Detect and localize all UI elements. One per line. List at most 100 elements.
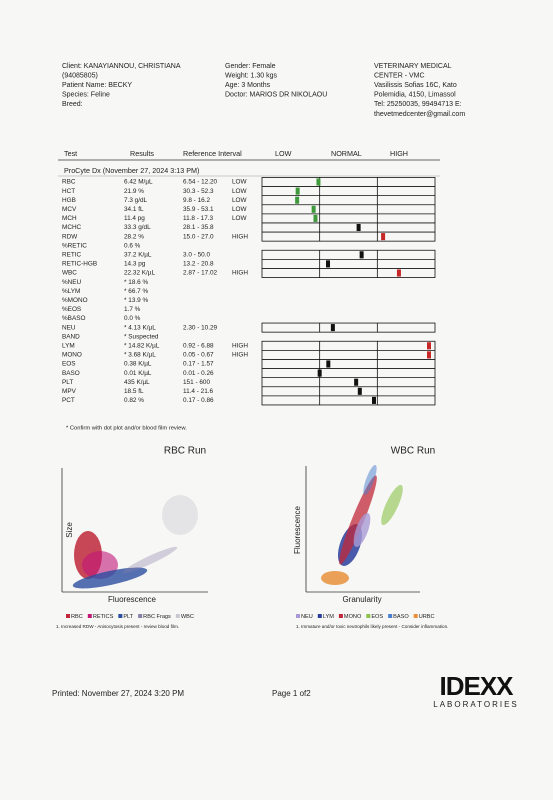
gauge-marker bbox=[396, 269, 401, 277]
plot-title: RBC Run bbox=[164, 446, 206, 457]
plot-note: 1. Immature and/or toxic neutrophils lik… bbox=[296, 624, 448, 629]
test-name: HGB bbox=[62, 197, 76, 204]
reference-interval: 0.17 - 0.86 bbox=[183, 397, 214, 404]
test-name: %BASO bbox=[62, 315, 85, 322]
test-name: %MONO bbox=[62, 297, 88, 304]
legend-swatch bbox=[413, 614, 418, 618]
legend-label: PLT bbox=[123, 614, 133, 620]
test-name: PCT bbox=[62, 397, 75, 404]
legend-swatch bbox=[118, 614, 123, 618]
reference-interval: 35.9 - 53.1 bbox=[183, 206, 214, 213]
plot-x-label: Granularity bbox=[342, 595, 381, 604]
reference-interval: 11.4 - 21.6 bbox=[183, 388, 214, 395]
reference-interval: 3.0 - 50.0 bbox=[183, 251, 210, 258]
page-number: Page 1 of2 bbox=[272, 689, 311, 698]
legend-label: RBC bbox=[71, 614, 83, 620]
result: 0.6 % bbox=[124, 242, 141, 249]
plot-note: 1. Increased RDW - Anisocytosis present … bbox=[56, 624, 179, 629]
test-name: RBC bbox=[62, 179, 76, 186]
plot-x-label: Fluorescence bbox=[108, 595, 157, 604]
legend-label: WBC bbox=[181, 614, 194, 620]
test-name: NEU bbox=[62, 324, 76, 331]
reference-interval: 0.01 - 0.26 bbox=[183, 370, 214, 377]
result: 33.3 g/dL bbox=[124, 224, 151, 231]
gauge-marker bbox=[371, 396, 376, 404]
column-header: NORMAL bbox=[331, 149, 362, 158]
test-name: RDW bbox=[62, 233, 78, 240]
header-client-line: Breed: bbox=[62, 101, 83, 108]
legend-swatch bbox=[317, 614, 322, 618]
reference-interval: 11.8 - 17.3 bbox=[183, 215, 214, 222]
header-patient-line: Age: 3 Months bbox=[225, 82, 271, 89]
test-name: MCV bbox=[62, 206, 77, 213]
legend-label: EOS bbox=[371, 614, 383, 620]
result: 0.82 % bbox=[124, 397, 144, 404]
gauge-marker bbox=[316, 178, 321, 186]
result: 34.1 fL bbox=[124, 206, 144, 213]
test-name: RETIC-HGB bbox=[62, 261, 97, 268]
result: 6.42 M/µL bbox=[124, 179, 153, 186]
gauge-marker bbox=[427, 351, 431, 359]
reference-interval: 15.0 - 27.0 bbox=[183, 233, 214, 240]
result: 0.0 % bbox=[124, 315, 141, 322]
gauge-frame bbox=[261, 340, 436, 406]
column-header: HIGH bbox=[390, 149, 408, 158]
legend-swatch bbox=[175, 614, 180, 618]
flag: LOW bbox=[232, 215, 248, 222]
header-client-line: Patient Name: BECKY bbox=[62, 82, 132, 89]
reference-interval: 13.2 - 20.8 bbox=[183, 261, 214, 268]
section-title: ProCyte Dx (November 27, 2024 3:13 PM) bbox=[64, 166, 199, 175]
test-name: MCH bbox=[62, 215, 77, 222]
reference-interval: 0.17 - 1.57 bbox=[183, 361, 214, 368]
gauge-marker bbox=[317, 369, 322, 377]
reference-interval: 30.3 - 52.3 bbox=[183, 188, 214, 195]
gauge-marker bbox=[295, 187, 300, 195]
header-patient-line: Gender: Female bbox=[225, 63, 276, 70]
legend-label: LYM bbox=[323, 614, 334, 620]
flag: LOW bbox=[232, 179, 248, 186]
header-clinic-line: thevetmedcenter@gmail.com bbox=[374, 111, 465, 118]
gauge-marker bbox=[381, 233, 386, 241]
test-name: MPV bbox=[62, 388, 77, 395]
gauge-marker bbox=[313, 214, 318, 222]
test-name: BASO bbox=[62, 370, 80, 377]
reference-interval: 0.05 - 0.67 bbox=[183, 352, 214, 359]
legend-swatch bbox=[296, 614, 300, 618]
flag: HIGH bbox=[232, 352, 248, 359]
plot-y-label: Fluorescence bbox=[293, 505, 302, 554]
legend-swatch bbox=[388, 614, 393, 618]
test-name: %NEU bbox=[62, 279, 82, 286]
legend-label: RETICS bbox=[93, 614, 114, 620]
result: * 14.82 K/µL bbox=[124, 342, 160, 349]
test-name: EOS bbox=[62, 361, 76, 368]
test-name: %RETIC bbox=[62, 242, 87, 249]
reference-interval: 151 - 600 bbox=[183, 379, 210, 386]
result: 28.2 % bbox=[124, 233, 144, 240]
test-name: MCHC bbox=[62, 224, 82, 231]
header-client-line: Client: KANAYIANNOU, CHRISTIANA bbox=[62, 63, 181, 70]
flag: HIGH bbox=[232, 233, 248, 240]
reference-interval: 6.54 - 12.20 bbox=[183, 179, 218, 186]
header-clinic-line: Tel: 25250035, 99494713 E: bbox=[374, 101, 462, 108]
legend-swatch bbox=[366, 614, 371, 618]
gauge-frame bbox=[261, 322, 436, 333]
result: * Suspected bbox=[124, 333, 159, 340]
test-name: RETIC bbox=[62, 251, 82, 258]
test-name: WBC bbox=[62, 270, 77, 277]
result: * 3.68 K/µL bbox=[124, 352, 156, 359]
test-name: MONO bbox=[62, 352, 82, 359]
header-clinic-line: Vasilissis Sofias 16C, Kato bbox=[374, 82, 457, 89]
result: 22.32 K/µL bbox=[124, 270, 155, 277]
reference-interval: 0.92 - 6.88 bbox=[183, 342, 214, 349]
result: * 66.7 % bbox=[124, 288, 148, 295]
test-name: %EOS bbox=[62, 306, 81, 313]
reference-interval: 9.8 - 16.2 bbox=[183, 197, 210, 204]
plot-title: WBC Run bbox=[391, 446, 435, 457]
result: 37.2 K/µL bbox=[124, 251, 152, 258]
gauge-marker bbox=[330, 324, 335, 332]
column-header: Results bbox=[130, 149, 154, 158]
test-name: HCT bbox=[62, 188, 75, 195]
legend-label: RBC Frags bbox=[143, 614, 171, 620]
reference-interval: 2.30 - 10.29 bbox=[183, 324, 218, 331]
result: 0.38 K/µL bbox=[124, 361, 152, 368]
